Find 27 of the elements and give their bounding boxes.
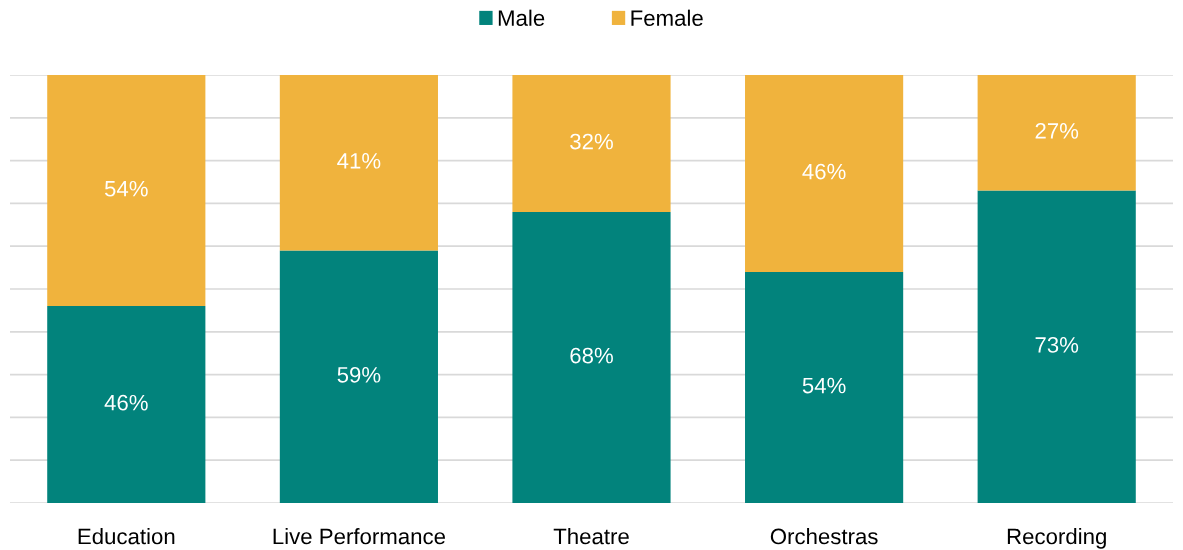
x-tick-label: Theatre [553, 528, 629, 545]
bar [977, 75, 1136, 191]
data-label: 46% [104, 394, 148, 411]
bar [977, 190, 1136, 503]
legend-label: Female [631, 9, 703, 26]
data-label: 27% [1035, 123, 1079, 139]
data-label: 41% [337, 153, 381, 169]
bar [279, 250, 438, 503]
bar [47, 75, 206, 307]
data-label: 46% [802, 163, 846, 180]
x-tick-label: Live Performance [273, 528, 445, 545]
bar [512, 75, 671, 212]
data-label: 68% [570, 347, 613, 364]
data-label: 32% [570, 133, 613, 150]
bar [512, 211, 671, 503]
data-label: 59% [337, 366, 381, 383]
bar [47, 306, 206, 503]
legend-label: Male [498, 9, 545, 26]
data-label: 54% [104, 180, 148, 197]
bar [745, 75, 904, 272]
bar [279, 75, 438, 251]
x-tick-label: Education [78, 528, 175, 545]
data-label: 54% [802, 377, 846, 394]
x-tick-label: Recording [1007, 528, 1106, 549]
bar [745, 271, 904, 503]
x-tick-label: Orchestras [770, 528, 878, 545]
data-label: 73% [1035, 337, 1079, 353]
